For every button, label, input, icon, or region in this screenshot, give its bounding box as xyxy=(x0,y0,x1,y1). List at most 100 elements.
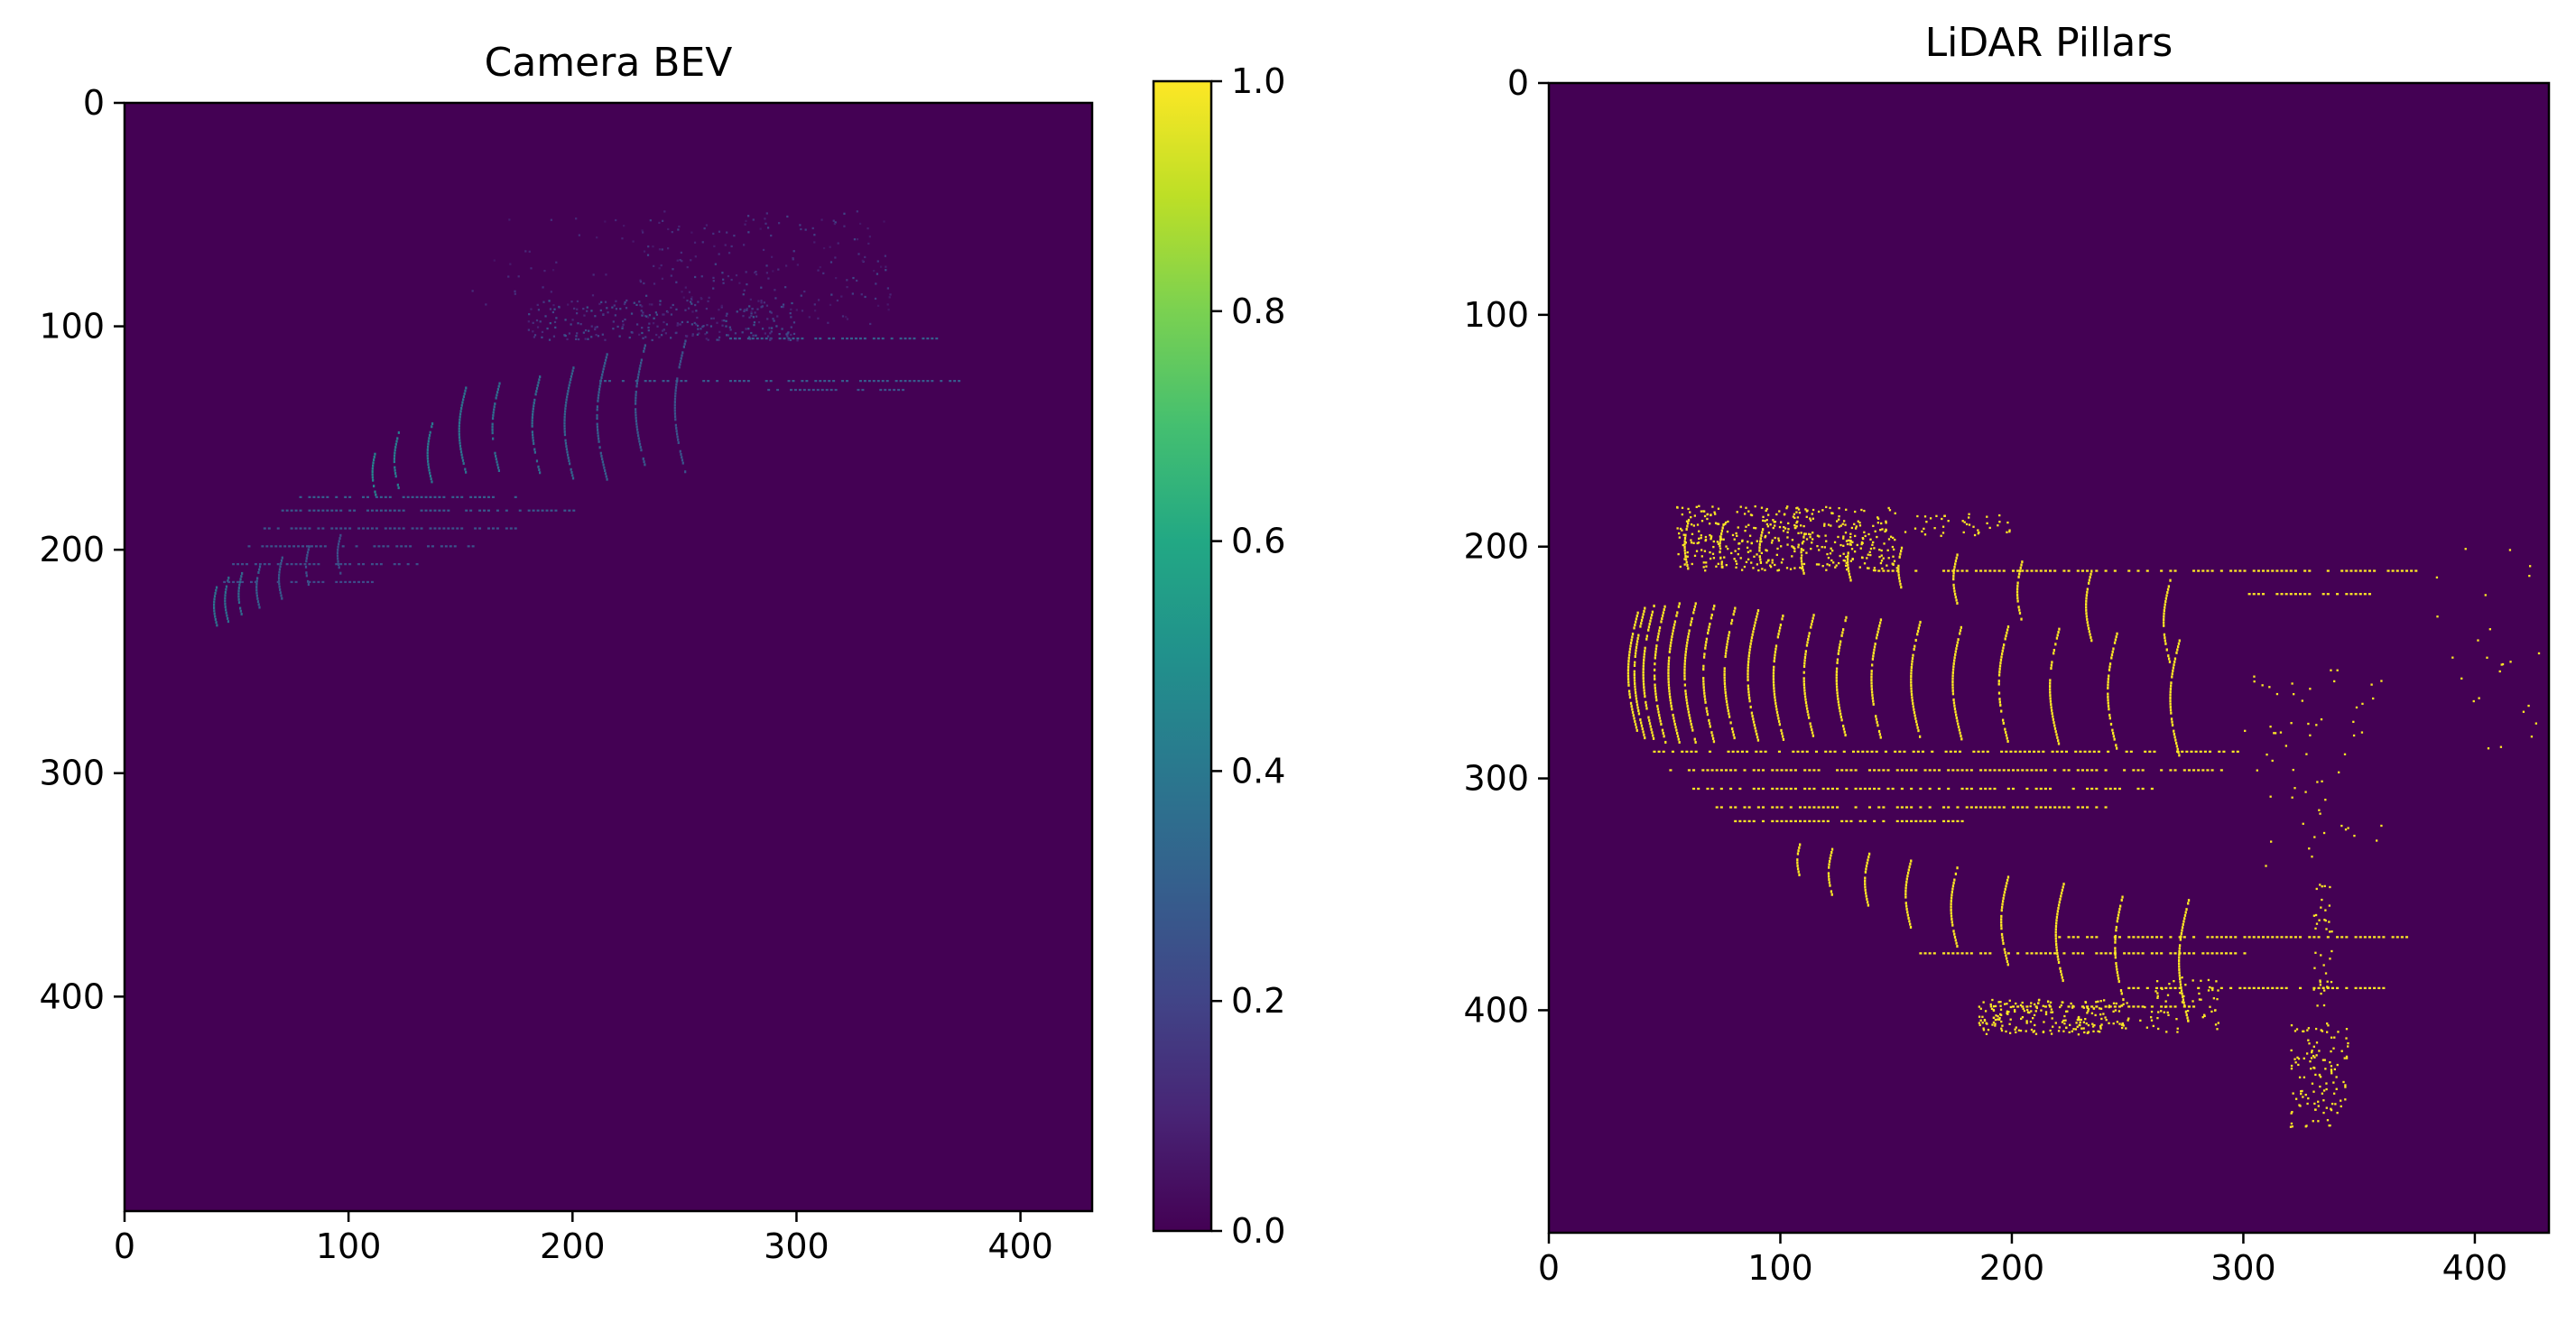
ring-arc-3 xyxy=(255,565,262,609)
ring-arc-22 xyxy=(1800,532,1806,575)
ring-arc-2 xyxy=(1642,604,1655,740)
ring-arc-3 xyxy=(1653,605,1667,745)
ring-arc-8 xyxy=(1747,609,1760,742)
ring-arc-11 xyxy=(491,382,501,473)
colorbar-tick-label: 0.8 xyxy=(1231,291,1285,331)
scatter-cluster-0 xyxy=(527,299,799,342)
y-tick-label: 400 xyxy=(1463,990,1529,1030)
axes-frame xyxy=(1547,81,2551,1235)
scan-row-5 xyxy=(223,580,374,584)
ring-arc-15 xyxy=(1997,625,2010,744)
ring-arc-28 xyxy=(2162,578,2172,663)
ring-arc-4 xyxy=(1667,602,1681,745)
colorbar: 0.0 0.2 0.4 0.6 0.8 1.0 xyxy=(1152,61,1285,1251)
ring-arc-29 xyxy=(1796,843,1802,876)
ring-arc-13 xyxy=(563,366,575,480)
x-tick-label: 100 xyxy=(316,1226,382,1266)
ring-arc-35 xyxy=(2054,883,2065,983)
ring-arc-8 xyxy=(393,430,400,490)
y-tick-label: 0 xyxy=(1507,63,1529,103)
y-axis: 0 100 200 300 400 xyxy=(39,83,125,1016)
ring-arc-5 xyxy=(1683,602,1697,745)
axes-frame xyxy=(123,101,1094,1213)
colorbar-tick-label: 0.4 xyxy=(1231,751,1285,791)
ring-arc-33 xyxy=(1950,866,1959,948)
y-tick-label: 200 xyxy=(1463,527,1529,567)
scan-row-7 xyxy=(599,380,961,383)
ring-arc-7 xyxy=(371,452,377,496)
ring-arc-27 xyxy=(2085,569,2093,643)
colorbar-ticks: 0.0 0.2 0.4 0.6 0.8 1.0 xyxy=(1211,61,1285,1251)
x-axis: 0 100 200 300 400 xyxy=(1538,1233,2507,1288)
y-tick-label: 100 xyxy=(1463,295,1529,335)
scan-row-7 xyxy=(2058,936,2409,939)
heatmap-features xyxy=(1626,504,2541,1128)
chart-title: LiDAR Pillars xyxy=(1925,20,2173,66)
ring-arc-9 xyxy=(1772,614,1785,741)
scatter-cluster-0 xyxy=(1676,504,1898,572)
scan-row-1 xyxy=(2247,593,2372,596)
ring-arc-11 xyxy=(1835,615,1848,737)
y-tick-label: 300 xyxy=(39,754,105,793)
scan-row-0 xyxy=(299,495,517,498)
ring-arc-7 xyxy=(1723,606,1737,740)
scan-row-2 xyxy=(1653,750,2239,754)
ring-arc-9 xyxy=(426,422,434,484)
y-tick-label: 300 xyxy=(1463,759,1529,799)
colorbar-tick-label: 0.6 xyxy=(1231,522,1285,561)
ring-arc-6 xyxy=(1702,604,1716,744)
scan-row-1 xyxy=(281,509,576,512)
ring-arc-34 xyxy=(2000,875,2010,967)
ring-arc-30 xyxy=(1827,847,1834,896)
scan-row-3 xyxy=(1669,769,2223,772)
scan-row-4 xyxy=(1692,787,2154,791)
scan-row-8 xyxy=(767,388,905,392)
ring-arc-26 xyxy=(2015,560,2024,621)
ring-arc-2 xyxy=(237,571,244,615)
ring-arc-12 xyxy=(531,375,542,475)
ring-arc-16 xyxy=(673,339,687,474)
colorbar-frame xyxy=(1152,79,1213,1233)
scatter-cluster-4 xyxy=(2289,1022,2349,1128)
ring-arc-0 xyxy=(1626,611,1639,732)
x-tick-label: 0 xyxy=(1538,1248,1560,1288)
heatmap-background xyxy=(1549,83,2549,1233)
ring-arc-32 xyxy=(1904,859,1913,930)
ring-arc-15 xyxy=(635,344,646,467)
ring-arc-17 xyxy=(2107,632,2118,750)
x-tick-label: 200 xyxy=(1979,1248,2045,1288)
lidar-pillars-panel: LiDAR Pillars 0 100 200 300 400 0 100 200 300 40… xyxy=(1463,20,2551,1288)
scan-row-4 xyxy=(232,563,419,566)
y-tick-label: 400 xyxy=(39,976,105,1016)
x-tick-label: 400 xyxy=(987,1226,1053,1266)
ring-arc-14 xyxy=(1951,625,1963,741)
colorbar-tick-label: 0.0 xyxy=(1231,1211,1285,1251)
ring-arc-36 xyxy=(2114,895,2125,1002)
ring-arc-0 xyxy=(212,586,218,627)
colorbar-tick-label: 1.0 xyxy=(1231,61,1285,101)
ring-arc-14 xyxy=(596,353,608,481)
ring-arc-24 xyxy=(1897,546,1904,589)
ring-arc-1 xyxy=(1633,606,1646,740)
colorbar-tick-label: 0.2 xyxy=(1231,981,1285,1021)
x-tick-label: 300 xyxy=(2210,1248,2276,1288)
colorbar-gradient xyxy=(1154,81,1211,1231)
x-axis: 0 100 200 300 400 xyxy=(114,1211,1053,1266)
scatter-cluster-1 xyxy=(639,210,892,328)
scatter-cluster-7 xyxy=(2435,548,2541,750)
ring-arc-16 xyxy=(2049,627,2061,745)
ring-arc-19 xyxy=(1683,518,1691,570)
y-tick-label: 200 xyxy=(39,530,105,569)
ring-arc-31 xyxy=(1864,852,1871,907)
scan-row-6 xyxy=(1734,819,1964,823)
scan-row-2 xyxy=(263,527,517,530)
heatmap-features xyxy=(212,210,961,627)
scatter-cluster-5 xyxy=(2312,884,2333,1007)
scatter-cluster-2 xyxy=(1978,998,2130,1036)
scan-row-5 xyxy=(1715,806,2108,809)
scatter-cluster-2 xyxy=(471,217,774,306)
scatter-cluster-6 xyxy=(2244,669,2383,867)
ring-arc-5 xyxy=(304,545,310,587)
ring-arc-1 xyxy=(224,576,230,624)
